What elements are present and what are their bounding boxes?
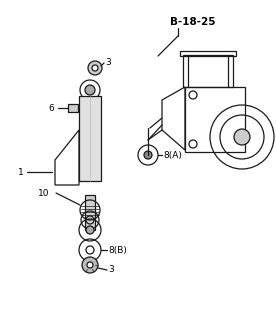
Bar [79,96,101,181]
Circle shape [85,85,95,95]
Text: 3: 3 [108,266,114,275]
Circle shape [87,262,93,268]
Circle shape [92,65,98,71]
Circle shape [82,257,98,273]
Text: 1: 1 [18,167,24,177]
Circle shape [88,61,102,75]
Text: 6: 6 [48,103,54,113]
Text: B-18-25: B-18-25 [170,17,216,27]
Circle shape [86,246,94,254]
Text: 10: 10 [38,188,49,197]
Circle shape [144,151,152,159]
Bar [183,55,233,87]
Text: 8(B): 8(B) [108,245,127,254]
Bar [185,87,245,152]
Text: 3: 3 [105,58,111,67]
Bar [180,51,236,56]
Bar [85,195,95,230]
Text: 8(A): 8(A) [163,150,182,159]
Circle shape [234,129,250,145]
Circle shape [86,226,94,234]
Bar [68,104,78,112]
